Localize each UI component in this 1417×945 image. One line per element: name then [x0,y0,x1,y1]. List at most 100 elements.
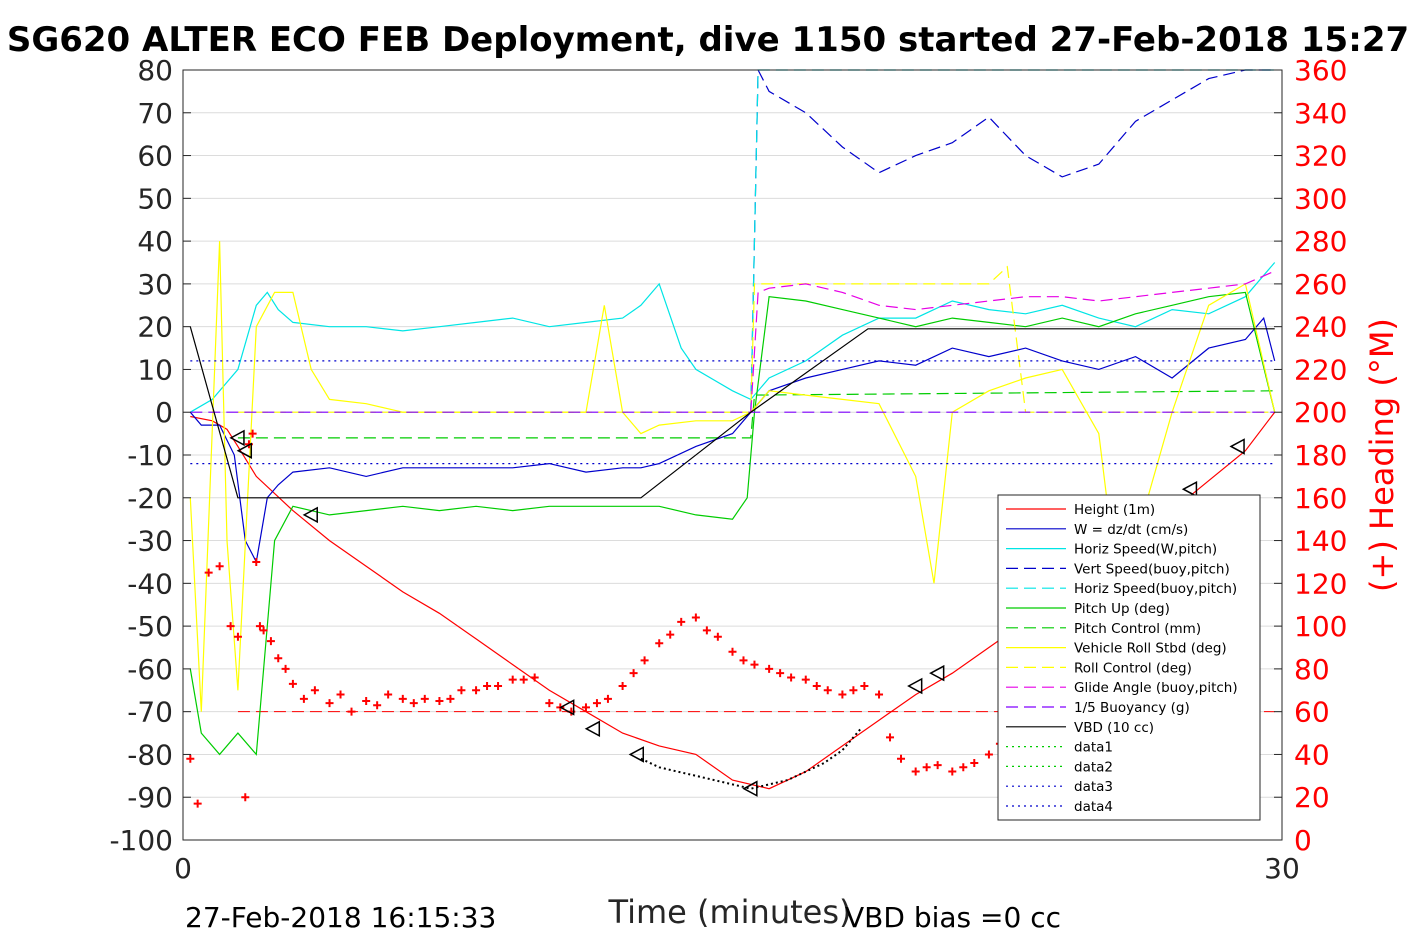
heading-point [691,613,700,622]
legend-label: Horiz Speed(buoy,pitch) [1074,581,1237,597]
chart-title: SG620 ALTER ECO FEB Deployment, dive 115… [7,20,1409,60]
left-tick-label: -100 [109,824,173,857]
legend-label: data4 [1074,799,1113,815]
legend-label: data3 [1074,779,1113,795]
heading-point [603,694,612,703]
legend-label: Pitch Up (deg) [1074,601,1170,617]
legend-label: Pitch Control (mm) [1074,621,1201,637]
legend: Height (1m) W = dz/dt (cm/s) Horiz Speed(W… [997,494,1261,821]
heading-point [959,763,968,772]
heading-point [655,639,664,648]
heading-point [875,690,884,699]
left-tick-label: -50 [127,610,173,643]
right-tick-label: 0 [1294,824,1312,857]
heading-point [409,699,418,708]
heading-point [241,793,250,802]
heading-point [248,429,257,438]
heading-point [457,686,466,695]
heading-point [677,617,686,626]
heading-point [336,690,345,699]
left-axis: 80 70 60 50 40 30 20 10 0 -10 -20 -30 -40 -50 -60 -70 -8… [109,54,191,857]
heading-point [530,673,539,682]
heading-point [849,686,858,695]
heading-point [860,682,869,690]
legend-label: W = dz/dt (cm/s) [1074,522,1188,538]
heading-point [233,632,242,641]
heading-point [252,557,261,566]
series-line-6 [237,390,1275,439]
heading-point [362,696,371,705]
heading-point [911,767,920,776]
heading-point [483,682,492,690]
left-tick-label: 0 [155,396,173,429]
heading-point [933,761,942,770]
heading-point [702,626,711,635]
heading-point [384,690,393,699]
left-tick-label: 60 [137,140,173,173]
heading-point [193,799,202,808]
series-line-3 [750,69,1275,413]
left-tick-label: 40 [137,225,173,258]
right-tick-label: 140 [1294,525,1347,558]
right-tick-label: 180 [1294,439,1347,472]
right-tick-label: 240 [1294,311,1347,344]
right-tick-label: 100 [1294,610,1347,643]
legend-label: Roll Control (deg) [1074,660,1192,676]
right-tick-label: 300 [1294,182,1347,215]
triangle-marker [628,746,645,763]
triangle-marker [302,506,318,524]
heading-point [435,696,444,705]
series-line-2 [189,262,1276,413]
heading-point [508,675,517,684]
heading-point [288,679,297,688]
heading-point [787,673,796,682]
heading-point [823,686,832,695]
heading-point [255,622,264,631]
heading-point [592,699,601,708]
left-tick-label: 80 [137,54,173,87]
heading-point [347,707,356,716]
left-tick-label: 50 [137,182,173,215]
triangle-marker [1181,480,1198,498]
left-tick-label: -70 [127,696,173,729]
heading-point [618,682,627,690]
heading-point [226,622,235,631]
heading-point [812,682,821,690]
vbd-bias-footer: VBD bias =0 cc [845,901,1061,934]
triangle-marker [584,720,601,738]
heading-point [629,669,638,678]
heading-point [984,750,993,759]
left-tick-label: -60 [127,653,173,686]
left-tick-label: 70 [137,97,173,130]
legend-label: data2 [1074,759,1113,775]
triangle-marker [559,699,575,716]
right-tick-label: 360 [1294,54,1347,87]
triangle-marker [907,677,923,695]
heading-point [666,630,675,639]
right-tick-label: 60 [1294,696,1330,729]
right-tick-label: 200 [1294,396,1347,429]
x-axis-label: Time (minutes) [608,893,852,931]
heading-point [310,686,319,695]
legend-label: VBD (10 cc) [1074,720,1154,736]
heading-point [838,690,847,699]
heading-point [713,632,722,641]
series-line-5 [189,291,1276,756]
heading-point [886,733,895,742]
triangle-marker [929,664,945,682]
right-tick-label: 260 [1294,268,1347,301]
heading-point [373,701,382,710]
heading-point [765,664,774,673]
legend-label: Height (1m) [1074,502,1155,518]
heading-point [739,656,748,665]
heading-point [640,656,649,665]
heading-point [519,675,528,684]
right-axis-label: (+) Heading (°M) [1363,318,1401,592]
left-tick-label: -10 [127,439,173,472]
heading-point [325,699,334,708]
heading-point [970,759,979,767]
triangle-marker [236,442,253,459]
left-tick-label: 20 [137,311,173,344]
right-tick-label: 80 [1294,653,1330,686]
